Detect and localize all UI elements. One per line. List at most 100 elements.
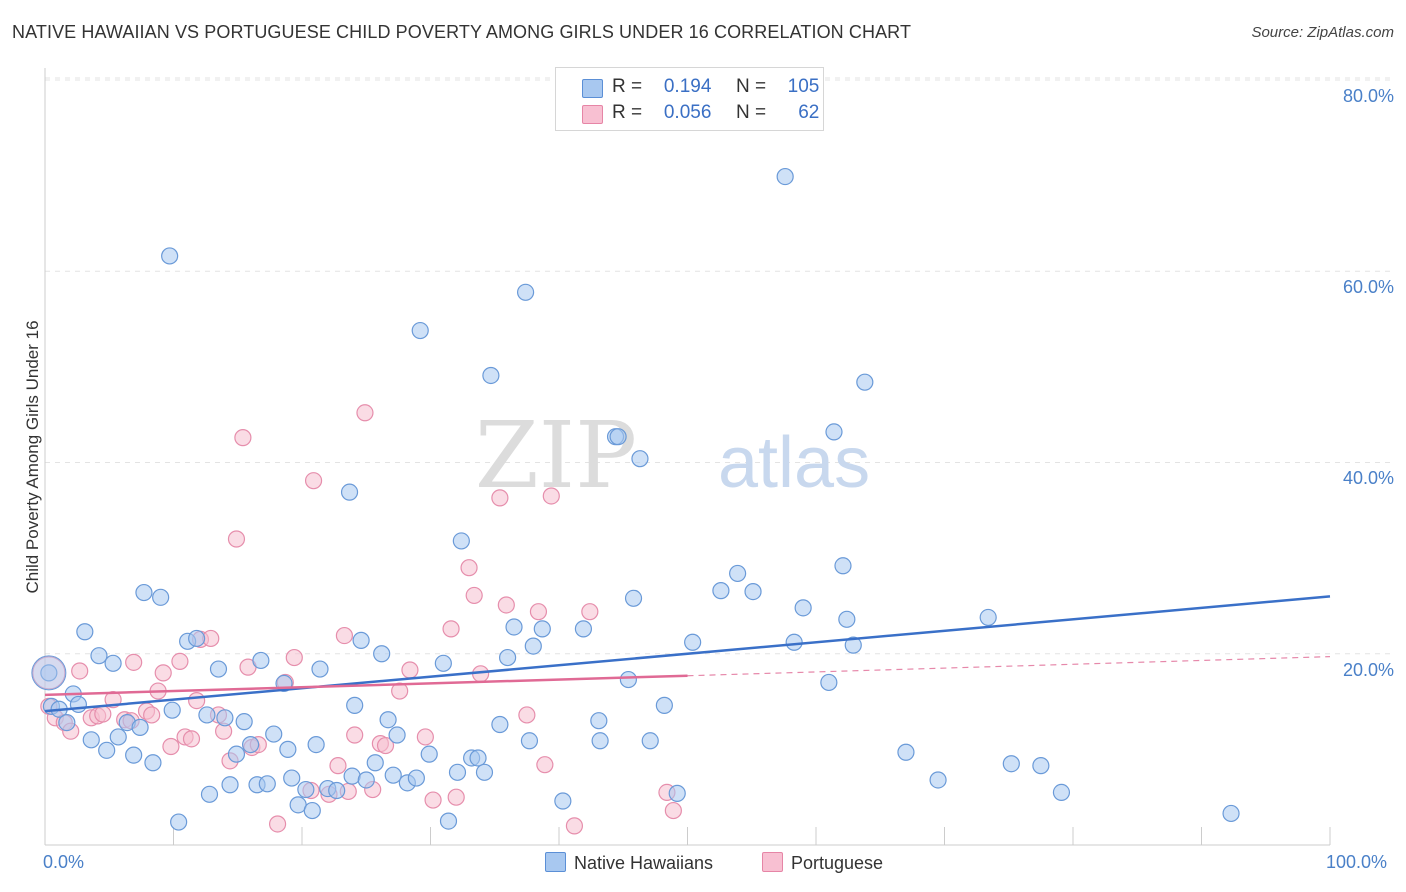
x-tick-0: 0.0% bbox=[43, 852, 85, 872]
portuguese-point-60 bbox=[565, 817, 584, 835]
native-hawaiians-point-3 bbox=[58, 713, 76, 732]
native-hawaiians-point-98 bbox=[856, 373, 874, 391]
native-hawaiians-point-64 bbox=[469, 749, 487, 767]
portuguese-point-46 bbox=[401, 661, 419, 679]
portuguese-point-33 bbox=[285, 648, 303, 667]
native-hawaiians-point-24 bbox=[200, 785, 219, 803]
y-tick-40: 40.0% bbox=[1342, 468, 1394, 488]
native-hawaiians-point-22 bbox=[188, 629, 206, 648]
y-tick-80: 80.0% bbox=[1342, 86, 1394, 106]
legend-r-label: R = bbox=[612, 76, 643, 97]
legend-r-value: 0.056 bbox=[663, 102, 712, 123]
portuguese-point-48 bbox=[424, 791, 442, 809]
native-hawaiians-point-23 bbox=[198, 706, 216, 724]
legend-n-value: 105 bbox=[787, 76, 820, 97]
native-hawaiians-point-105 bbox=[1222, 804, 1240, 823]
native-hawaiians-point-92 bbox=[794, 599, 812, 617]
native-hawaiians-point-91 bbox=[785, 633, 803, 651]
native-hawaiians-point-37 bbox=[283, 769, 301, 787]
native-hawaiians-point-14 bbox=[131, 718, 149, 736]
native-hawaiians-point-102 bbox=[1002, 755, 1020, 773]
native-hawaiians-point-32 bbox=[252, 651, 270, 670]
native-hawaiians-point-67 bbox=[491, 715, 509, 734]
native-hawaiians-point-5 bbox=[69, 695, 88, 714]
native-hawaiians-point-95 bbox=[834, 557, 852, 575]
portuguese-point-37 bbox=[329, 757, 347, 775]
native-hawaiians-point-97 bbox=[844, 636, 862, 654]
native-hawaiians-point-85 bbox=[668, 784, 686, 802]
portuguese-point-38 bbox=[335, 626, 354, 645]
native-hawaiians-point-13 bbox=[125, 746, 143, 764]
portuguese-point-26 bbox=[227, 530, 246, 548]
y-tick-20: 20.0% bbox=[1342, 660, 1394, 680]
native-hawaiians-point-30 bbox=[242, 735, 260, 754]
native-hawaiians-point-82 bbox=[631, 450, 649, 468]
native-hawaiians-point-8 bbox=[90, 647, 108, 665]
portuguese-point-49 bbox=[442, 620, 460, 638]
native-hawaiians-point-75 bbox=[574, 620, 593, 638]
portuguese-point-13 bbox=[143, 706, 161, 724]
native-hawaiians-point-15 bbox=[135, 583, 153, 602]
watermark-atlas: atlas bbox=[718, 423, 870, 503]
native-hawaiians-point-70 bbox=[516, 283, 535, 301]
native-hawaiians-point-41 bbox=[307, 735, 325, 754]
native-hawaiians-point-20 bbox=[170, 813, 188, 831]
native-hawaiians-point-61 bbox=[448, 763, 467, 781]
native-hawaiians-point-26 bbox=[216, 709, 234, 727]
portuguese-point-52 bbox=[465, 586, 483, 605]
trend-lines bbox=[44, 595, 1331, 713]
native-hawaiians-point-19 bbox=[163, 701, 181, 719]
native-hawaiians-point-42 bbox=[311, 660, 329, 678]
portuguese-point-15 bbox=[154, 664, 172, 682]
native-hawaiians-point-51 bbox=[373, 645, 391, 663]
native-hawaiians-point-94 bbox=[825, 423, 843, 441]
chart-title: NATIVE HAWAIIAN VS PORTUGUESE CHILD POVE… bbox=[12, 22, 912, 42]
native-hawaiians-point-59 bbox=[434, 654, 452, 672]
native-hawaiians-point-65 bbox=[475, 763, 494, 781]
portuguese-point-11 bbox=[125, 653, 143, 671]
correlation-legend: R = 0.194 N = 105 R = 0.056 N = 62 bbox=[555, 67, 824, 131]
portuguese-point-35 bbox=[304, 472, 323, 490]
legend-r-value: 0.194 bbox=[663, 76, 712, 97]
axes bbox=[44, 68, 1331, 846]
legend-n-label: N = bbox=[735, 102, 767, 123]
legend-r-label: R = bbox=[612, 102, 643, 123]
portuguese-point-59 bbox=[542, 487, 560, 505]
native-hawaiians-point-48 bbox=[352, 631, 370, 649]
native-hawaiians-point-62 bbox=[452, 532, 470, 550]
native-hawaiians-point-84 bbox=[655, 696, 673, 714]
y-axis-label: Child Poverty Among Girls Under 16 bbox=[23, 320, 42, 594]
portuguese-point-7 bbox=[94, 705, 112, 723]
native-hawaiians-trend-line bbox=[44, 595, 1331, 713]
native-hawaiians-point-57 bbox=[411, 321, 429, 340]
portuguese-point-56 bbox=[518, 706, 536, 724]
portuguese-point-20 bbox=[188, 692, 206, 710]
portuguese-point-47 bbox=[416, 728, 434, 746]
portuguese-point-4 bbox=[71, 662, 89, 680]
native-hawaiians-point-44 bbox=[328, 781, 346, 800]
portuguese-point-63 bbox=[664, 801, 682, 820]
native-hawaiians-large-point bbox=[31, 655, 67, 691]
native-hawaiians-point-17 bbox=[152, 588, 170, 606]
legend-swatch-pink bbox=[582, 105, 603, 124]
native-hawaiians-point-40 bbox=[303, 801, 321, 820]
native-hawaiians-point-104 bbox=[1052, 783, 1071, 802]
native-hawaiians-point-10 bbox=[104, 654, 122, 672]
legend-n-value: 62 bbox=[798, 102, 820, 123]
native-hawaiians-point-46 bbox=[343, 767, 361, 785]
portuguese-point-31 bbox=[268, 815, 287, 833]
native-hawaiians-point-33 bbox=[258, 775, 276, 793]
native-hawaiians-point-28 bbox=[227, 745, 246, 763]
native-hawaiians-point-87 bbox=[712, 582, 730, 600]
native-hawaiians-point-18 bbox=[161, 247, 179, 265]
portuguese-point-16 bbox=[162, 737, 180, 756]
native-hawaiians-point-39 bbox=[297, 780, 315, 799]
native-hawaiians-point-74 bbox=[554, 792, 572, 810]
native-hawaiians-point-77 bbox=[591, 732, 609, 750]
native-hawaiians-point-88 bbox=[729, 564, 747, 583]
native-hawaiians-point-79 bbox=[609, 428, 627, 446]
native-hawaiians-point-34 bbox=[265, 725, 283, 743]
native-hawaiians-point-11 bbox=[109, 728, 127, 746]
native-hawaiians-point-100 bbox=[929, 771, 947, 789]
